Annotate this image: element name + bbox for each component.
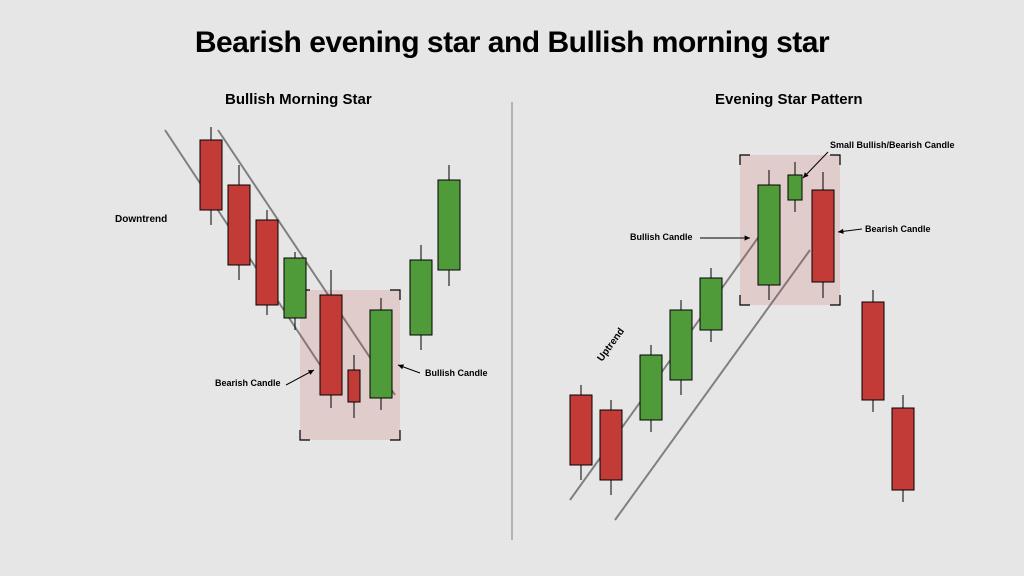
- trend-label: Downtrend: [115, 214, 167, 225]
- bullish-candle: [758, 185, 780, 285]
- bullish-candle: [788, 175, 802, 200]
- bearish-candle: [200, 140, 222, 210]
- bullish-candle: [438, 180, 460, 270]
- bearish-candle: [228, 185, 250, 265]
- annotation-label: Small Bullish/Bearish Candle: [830, 140, 955, 150]
- bearish-candle: [256, 220, 278, 305]
- bullish-candle: [700, 278, 722, 330]
- bullish-candle: [284, 258, 306, 318]
- panel-title: Evening Star Pattern: [715, 91, 863, 108]
- diagram-stage: Bullish Morning Star Downtrend Bearish Can…: [0, 0, 1024, 576]
- annotation-label: Bullish Candle: [425, 368, 488, 378]
- annotation-label: Bearish Candle: [215, 378, 281, 388]
- bullish-candle: [370, 310, 392, 398]
- annotation-label: Bearish Candle: [865, 224, 931, 234]
- bearish-candle: [892, 408, 914, 490]
- bullish-candle: [670, 310, 692, 380]
- annotation-label: Bullish Candle: [630, 232, 693, 242]
- bearish-candle: [320, 295, 342, 395]
- bullish-candle: [410, 260, 432, 335]
- bullish-candle: [640, 355, 662, 420]
- bearish-candle: [600, 410, 622, 480]
- bearish-candle: [862, 302, 884, 400]
- bearish-candle: [812, 190, 834, 282]
- bearish-candle: [348, 370, 360, 402]
- bearish-candle: [570, 395, 592, 465]
- trend-label: Uptrend: [596, 326, 627, 363]
- panel-title: Bullish Morning Star: [225, 91, 372, 108]
- trend-line: [570, 235, 760, 500]
